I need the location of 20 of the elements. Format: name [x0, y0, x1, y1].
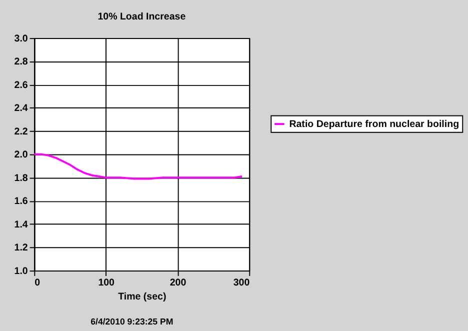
y-tick-label: 1.8 — [14, 172, 28, 184]
legend-label: Ratio Departure from nuclear boiling — [289, 118, 460, 130]
y-tick-label: 2.2 — [14, 126, 28, 138]
text: 6/4/2010 9:23:25 PM — [90, 316, 174, 326]
chart-title: 10% Load Increase — [98, 11, 186, 22]
x-tick-label: 300 — [233, 278, 250, 289]
x-tick-label: 0 — [34, 278, 41, 289]
y-tick-label: 3.0 — [14, 33, 28, 44]
y-tick-label: 2.6 — [14, 80, 28, 91]
y-tick-label: 2.0 — [14, 150, 28, 161]
y-tick-label: 1.4 — [14, 219, 28, 230]
y-tick-label: 2.8 — [14, 56, 28, 68]
y-tick-label: 1.0 — [14, 266, 28, 277]
x-axis-title: Time (sec) — [118, 291, 166, 302]
y-tick-label: 1.6 — [14, 196, 28, 208]
x-tick-label: 200 — [170, 278, 187, 289]
y-tick-label: 1.2 — [14, 242, 28, 254]
line-series — [33, 153, 243, 180]
y-tick-label: 2.4 — [14, 103, 28, 114]
x-tick-label: 100 — [98, 278, 116, 289]
